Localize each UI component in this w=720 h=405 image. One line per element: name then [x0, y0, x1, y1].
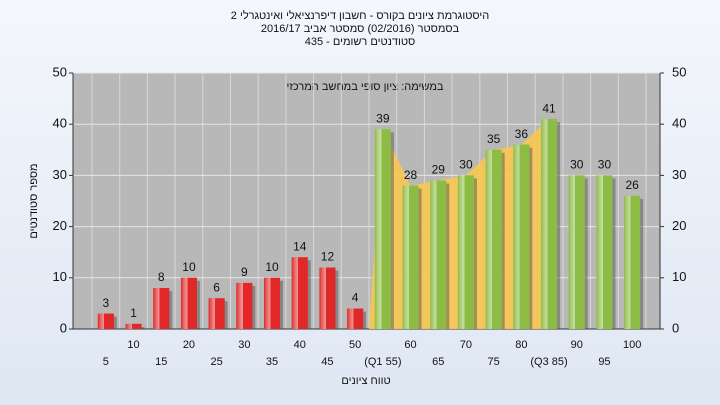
y2-tick-label: 50 [672, 64, 686, 79]
bar-shine [153, 288, 170, 329]
bar-shine [374, 129, 391, 329]
data-label: 1 [130, 306, 137, 320]
x-tick-label: 45 [321, 356, 333, 368]
data-label: 39 [376, 111, 390, 125]
bar-shine [264, 277, 281, 329]
data-label: 29 [432, 163, 446, 177]
x-tick-label: (Q1 55) [364, 356, 401, 368]
data-label: 30 [459, 158, 473, 172]
y2-tick-label: 10 [672, 269, 686, 284]
x-tick-label: 5 [103, 356, 109, 368]
y2-tick-label: 40 [672, 116, 686, 131]
data-label: 10 [182, 260, 196, 274]
data-label: 9 [241, 265, 248, 279]
x-tick-label: 75 [488, 356, 500, 368]
bar-shine [125, 323, 142, 329]
x-tick-label: (Q3 85) [530, 356, 567, 368]
y-tick-label: 10 [53, 269, 67, 284]
bar-shine [541, 119, 558, 329]
data-label: 8 [158, 270, 165, 284]
x-tick-label: 20 [183, 339, 195, 351]
x-tick-label: 30 [238, 339, 250, 351]
x-tick-label: 40 [294, 339, 306, 351]
x-tick-label: 95 [598, 356, 610, 368]
y-axis-label: מספר סטודנטים [28, 163, 40, 238]
bar-shine [180, 277, 197, 329]
bar-shine [208, 298, 225, 329]
x-tick-label: 60 [404, 339, 416, 351]
data-label: 10 [265, 260, 279, 274]
bar-shine [568, 175, 585, 329]
data-label: 41 [542, 101, 556, 115]
bar-shine [624, 195, 641, 329]
data-label: 14 [293, 239, 307, 253]
bar-shine [236, 282, 253, 329]
bar-shine [347, 308, 364, 329]
bar-shine [291, 257, 308, 329]
data-label: 6 [213, 280, 220, 294]
bar-shine [513, 144, 530, 329]
x-tick-label: 80 [515, 339, 527, 351]
annotation: במשימה: ציון סופי במחשב המרכזי [287, 81, 444, 93]
data-label: 12 [321, 250, 335, 264]
x-tick-label: 100 [623, 339, 641, 351]
x-tick-label: 25 [211, 356, 223, 368]
y2-tick-label: 0 [672, 320, 679, 335]
y-tick-label: 30 [53, 167, 67, 182]
x-axis-label: טווח ציונים [341, 375, 390, 387]
data-label: 28 [404, 168, 418, 182]
y-tick-label: 40 [53, 116, 67, 131]
x-tick-label: 10 [127, 339, 139, 351]
x-tick-label: 50 [349, 339, 361, 351]
title-line: בסמסטר (02/2016) סמסטר אביב 2016/17 [261, 23, 460, 35]
x-tick-label: 90 [571, 339, 583, 351]
bar-shine [402, 185, 419, 329]
data-label: 3 [103, 296, 110, 310]
data-label: 35 [487, 132, 501, 146]
title-line: סטודנטים רשומים - 435 [305, 36, 416, 48]
data-label: 30 [570, 158, 584, 172]
data-label: 30 [598, 158, 612, 172]
y2-tick-label: 30 [672, 167, 686, 182]
bar-shine [457, 175, 474, 329]
x-tick-label: 70 [460, 339, 472, 351]
x-tick-label: 35 [266, 356, 278, 368]
title-line: היסטוגרמת ציונים בקורס - חשבון דיפרנציאל… [231, 9, 489, 22]
data-label: 26 [625, 178, 639, 192]
plot-area [73, 73, 660, 329]
y-tick-label: 50 [53, 64, 67, 79]
bar-shine [596, 175, 613, 329]
y-tick-label: 20 [53, 218, 67, 233]
bar-shine [485, 149, 502, 329]
x-tick-label: 15 [155, 356, 167, 368]
bar-shine [97, 313, 114, 329]
y2-tick-label: 20 [672, 218, 686, 233]
y-tick-label: 0 [60, 320, 67, 335]
bar-shine [319, 267, 336, 329]
data-label: 4 [352, 291, 359, 305]
x-tick-label: 65 [432, 356, 444, 368]
data-label: 36 [515, 127, 529, 141]
bar-shine [430, 180, 447, 329]
